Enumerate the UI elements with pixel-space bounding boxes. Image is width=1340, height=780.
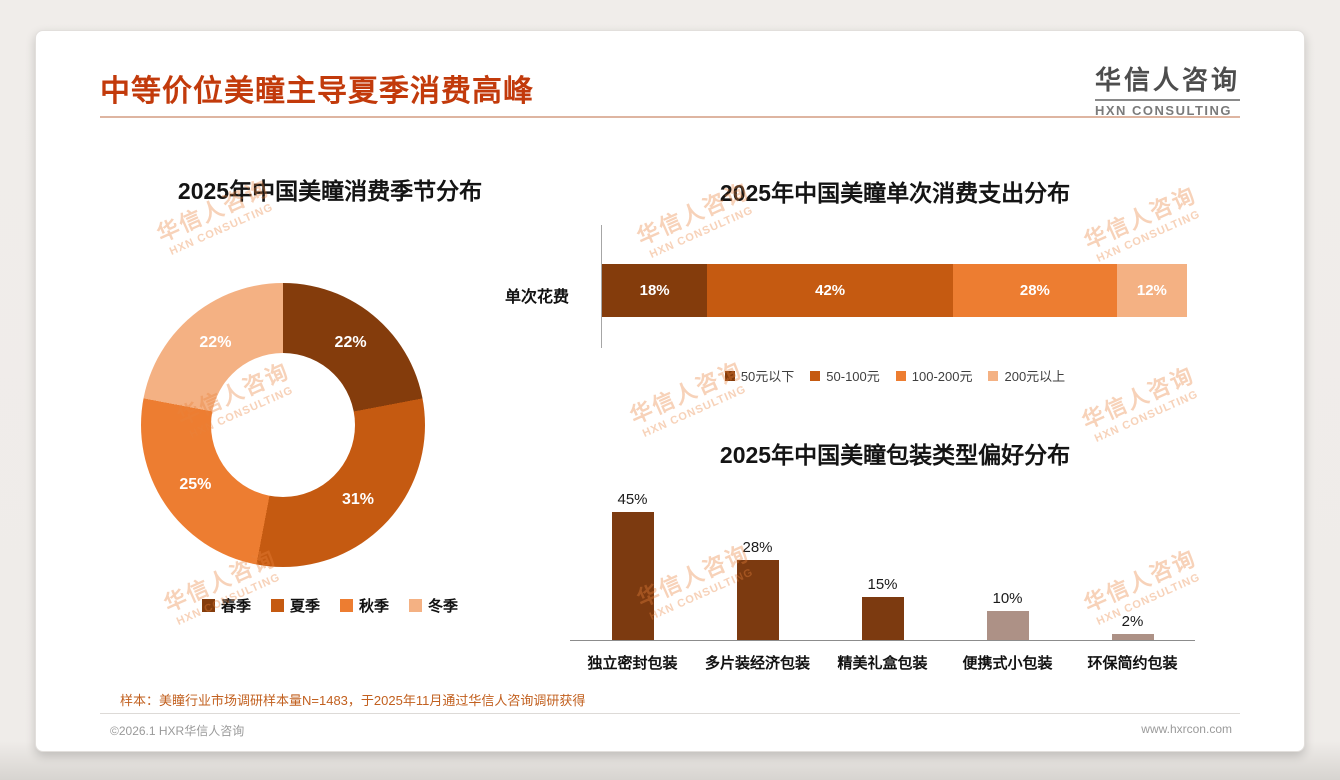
legend-item: 50元以下 [724,366,795,385]
stacked-legend: 50元以下 50-100元 100-200元 200元以上 [595,366,1195,385]
stacked-row-label: 单次花费 [505,289,570,306]
legend-item: 100-200元 [895,366,973,385]
brand-subtitle: HXN CONSULTING [1094,99,1240,118]
donut-value-label: 25% [179,475,212,493]
bar-column: 2% 环保简约包装 [1070,478,1195,672]
bar [986,611,1029,640]
legend-label: 50元以下 [740,369,795,384]
legend-item: 200元以上 [988,366,1065,385]
donut-value-label: 22% [334,334,367,352]
stacked-segment: 28% [953,264,1117,317]
donut-legend: 春季 夏季 秋季 冬季 [110,595,550,616]
header-divider [100,116,1240,118]
bar-category-label: 便携式小包装 [962,655,1053,672]
bar [611,512,654,640]
legend-swatch [340,599,353,612]
donut-hole [211,353,355,497]
stacked-segment: 42% [707,264,953,317]
legend-swatch [810,370,821,381]
stacked-chart-title: 2025年中国美瞳单次消费支出分布 [719,180,1071,206]
legend-label: 冬季 [428,598,459,615]
bar-value-label: 10% [992,590,1023,607]
legend-item: 夏季 [270,595,320,616]
legend-swatch [409,599,423,612]
stacked-bar: 18% 42% 28% 12% [602,264,1187,317]
bar-column: 28% 多片装经济包装 [695,478,820,672]
stacked-segment: 18% [602,264,708,317]
bar-category-label: 独立密封包装 [587,655,678,672]
legend-label: 秋季 [359,598,390,615]
y-axis-line [601,225,602,348]
footer-divider [100,713,1240,714]
sample-note: 样本：美瞳行业市场调研样本量N=1483，于2025年11月通过华信人咨询调研获… [120,693,586,708]
bars-area: 45% 独立密封包装 28% 多片装经济包装 15% 精美礼盒包装 10% 便携式小包装 2% 环… [570,478,1195,672]
legend-label: 200元以上 [1004,369,1066,384]
legend-item: 50-100元 [810,366,880,385]
season-donut-chart: 22% 31% 25% 22% [141,283,425,567]
bar-column: 10% 便携式小包装 [945,478,1070,672]
bar-category-label: 精美礼盒包装 [837,655,928,672]
bar-value-label: 15% [867,576,898,593]
legend-swatch [270,599,284,612]
bar-category-label: 多片装经济包装 [704,655,811,672]
donut-value-label: 31% [341,490,374,508]
donut-chart-title: 2025年中国美瞳消费季节分布 [177,178,483,204]
page-title: 中等价位美瞳主导夏季消费高峰 [100,75,534,108]
bar [1111,634,1154,640]
legend-label: 春季 [220,598,251,615]
stacked-segment: 12% [1116,264,1187,317]
bar-value-label: 28% [742,539,773,556]
legend-label: 100-200元 [911,369,973,384]
bar-column: 15% 精美礼盒包装 [820,478,945,672]
bar-value-label: 2% [1121,613,1144,630]
bar [861,597,904,640]
x-axis-line [570,640,1195,641]
bar-category-label: 环保简约包装 [1087,655,1178,672]
legend-item: 春季 [201,595,251,616]
legend-swatch [988,370,999,381]
donut-value-label: 22% [199,334,232,352]
legend-item: 冬季 [409,595,458,616]
copyright-text: ©2026.1 HXR华信人咨询 [110,724,245,738]
bar-column: 45% 独立密封包装 [570,478,695,672]
brand-logo: 华信人咨询 HXN CONSULTING [1094,60,1240,118]
legend-label: 夏季 [289,598,320,615]
legend-item: 秋季 [340,595,389,616]
brand-name: 华信人咨询 [1094,65,1240,95]
bar [736,560,779,640]
legend-swatch [895,370,906,381]
bar-chart-title: 2025年中国美瞳包装类型偏好分布 [719,442,1071,468]
donut-labels: 22% 31% 25% 22% [141,283,425,567]
legend-label: 50-100元 [826,369,880,384]
bar-value-label: 45% [617,491,648,508]
legend-swatch [724,370,735,381]
legend-swatch [201,599,215,612]
website-url: www.hxrcon.com [1141,722,1232,736]
